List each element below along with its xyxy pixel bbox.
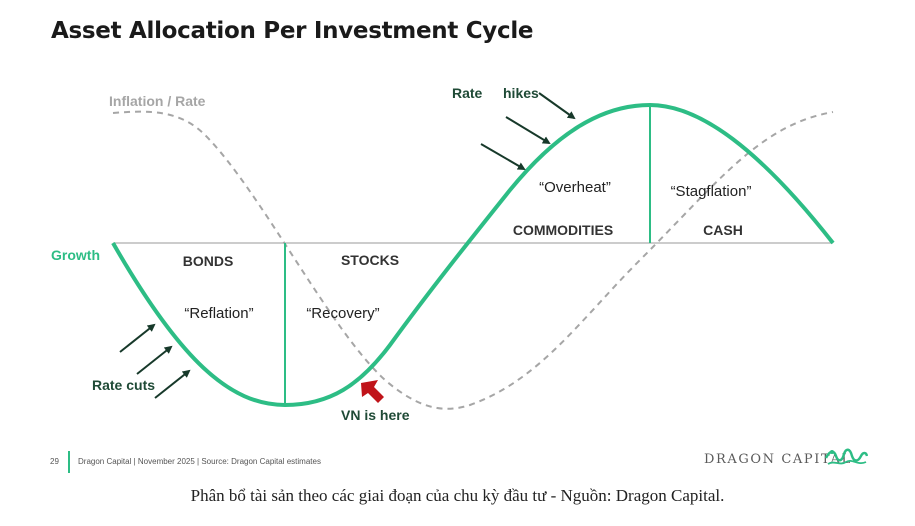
- dragon-logo-icon: [824, 448, 868, 465]
- hikes-label: hikes: [503, 85, 539, 101]
- rate-cut-arrow-1: [119, 323, 156, 353]
- rate-hike-arrow-1: [538, 92, 576, 120]
- vn-is-here-label: VN is here: [341, 407, 410, 423]
- stagflation-label: “Stagflation”: [671, 183, 752, 200]
- inflation-rate-label: Inflation / Rate: [109, 93, 206, 109]
- growth-label: Growth: [51, 247, 100, 263]
- image-caption: Phân bổ tài sản theo các giai đoạn của c…: [190, 486, 725, 505]
- commodities-label: COMMODITIES: [513, 222, 613, 238]
- recovery-label: “Recovery”: [306, 305, 379, 322]
- rate-cuts-label: Rate cuts: [92, 377, 155, 393]
- growth-curve: [111, 102, 835, 408]
- rate-hike-arrow-3: [480, 143, 526, 171]
- reflation-label: “Reflation”: [184, 305, 253, 322]
- rate-hike-arrow-2: [505, 116, 551, 145]
- rate-cut-arrow-3: [154, 369, 191, 399]
- page-number: 29: [50, 457, 59, 466]
- brand-name: DRAGON CAPITAL: [704, 452, 852, 467]
- rate-label: Rate: [452, 85, 483, 101]
- vn-position-arrow: [361, 380, 384, 403]
- overheat-label: “Overheat”: [539, 179, 611, 196]
- footer-source: Dragon Capital | November 2025 | Source:…: [78, 457, 321, 466]
- diagram-title: Asset Allocation Per Investment Cycle: [51, 18, 534, 44]
- footer-divider: [68, 451, 70, 473]
- cash-label: CASH: [703, 222, 743, 238]
- bonds-label: BONDS: [183, 253, 234, 269]
- rate-cut-arrow-2: [136, 345, 173, 375]
- stocks-label: STOCKS: [341, 252, 399, 268]
